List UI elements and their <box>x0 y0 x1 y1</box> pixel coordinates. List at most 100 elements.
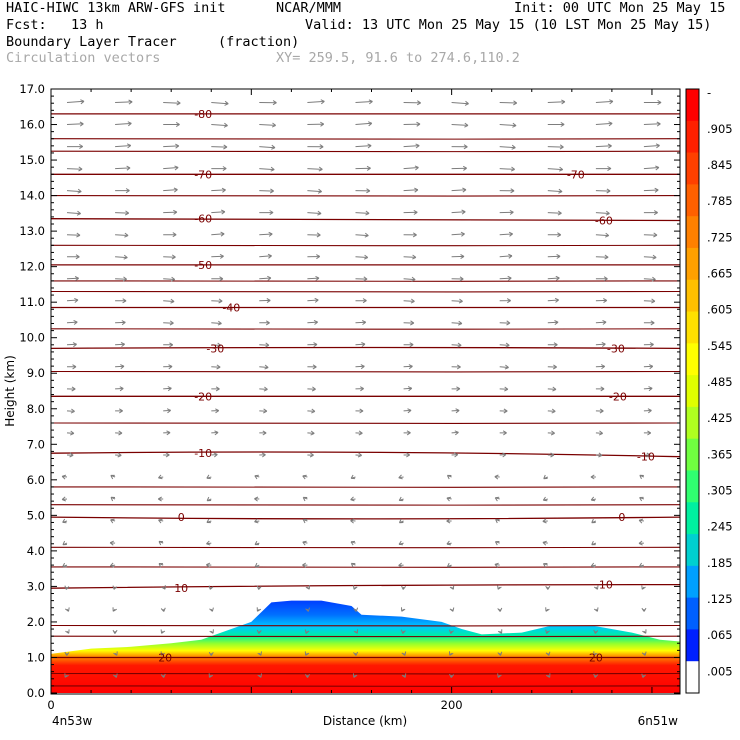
vector-arrow-124 <box>398 474 404 480</box>
vector-arrow-84 <box>350 540 356 546</box>
vector-arrow-347 <box>499 100 518 106</box>
vector-arrow-167 <box>595 408 604 414</box>
vector-arrow-251 <box>259 253 272 259</box>
colorbar-swatch <box>686 534 699 567</box>
vector-arrow-188 <box>355 364 365 370</box>
vector-arrow-350 <box>643 99 662 106</box>
vector-arrow-344 <box>355 99 373 105</box>
vector-arrow-247 <box>66 254 80 260</box>
isotherm-label: 20 <box>158 652 172 665</box>
y-tick-label: 10.0 <box>19 331 45 345</box>
vector-arrow-292 <box>355 188 371 194</box>
colorbar-label: .485 <box>707 375 733 389</box>
circulation-vectors <box>61 99 662 678</box>
colorbar-swatch <box>686 597 699 631</box>
vector-arrow-11 <box>593 673 599 678</box>
colorbar-frame <box>685 88 700 694</box>
colorbar-label: .245 <box>707 520 733 534</box>
vector-arrow-312 <box>66 143 84 150</box>
vector-arrow-76 <box>590 562 597 568</box>
vector-arrow-186 <box>259 364 269 370</box>
vector-arrow-313 <box>115 143 132 149</box>
isotherm-label: -50 <box>194 259 212 272</box>
vector-arrow-74 <box>494 562 500 568</box>
vector-arrow-26 <box>65 629 70 634</box>
vector-arrow-162 <box>355 408 364 414</box>
colorbar-swatch <box>686 406 699 440</box>
vector-arrow-299 <box>66 166 83 172</box>
vector-arrow-305 <box>355 165 371 171</box>
vector-arrow-111 <box>398 496 404 502</box>
overlay-name: Circulation vectors <box>6 50 161 66</box>
vector-arrow-237 <box>211 276 224 282</box>
vector-arrow-128 <box>590 474 596 480</box>
vector-arrow-140 <box>547 452 555 458</box>
x-start-location: 4n53w <box>52 714 93 728</box>
vector-arrow-38 <box>642 629 647 634</box>
vector-arrow-318 <box>355 143 372 149</box>
vector-arrow-330 <box>307 121 325 127</box>
vector-arrow-39 <box>64 607 70 612</box>
vector-arrow-337 <box>643 121 661 127</box>
colorbar-swatch <box>686 152 699 185</box>
vector-arrow-44 <box>305 607 310 612</box>
vector-arrow-323 <box>595 143 612 149</box>
vector-arrow-255 <box>451 254 465 260</box>
vector-arrow-77 <box>638 562 645 568</box>
x-end-location: 6n51w <box>638 714 679 728</box>
vector-arrow-121 <box>254 474 260 480</box>
vector-arrow-285 <box>643 210 658 216</box>
vector-arrow-314 <box>163 143 180 149</box>
vector-arrow-262 <box>163 232 177 238</box>
vector-arrow-159 <box>211 408 220 414</box>
vector-arrow-48 <box>497 607 503 612</box>
vector-arrow-239 <box>307 275 320 281</box>
vector-arrow-233 <box>643 298 656 304</box>
vector-arrow-81 <box>206 540 212 546</box>
vector-arrow-205 <box>547 342 558 348</box>
vector-arrow-213 <box>307 319 318 325</box>
vector-arrow-334 <box>499 122 517 128</box>
vector-arrow-185 <box>211 364 221 370</box>
vector-arrow-42 <box>209 607 214 612</box>
vector-arrow-278 <box>307 210 322 216</box>
vector-arrow-216 <box>451 320 463 326</box>
vector-arrow-134 <box>259 452 266 458</box>
y-tick-label: 9.0 <box>27 366 45 380</box>
vector-arrow-345 <box>403 100 421 106</box>
vector-arrow-264 <box>259 231 273 237</box>
colorbar-swatch <box>686 216 699 249</box>
vector-arrow-47 <box>449 607 455 612</box>
vector-arrow-52 <box>64 585 70 590</box>
contour-line-8 <box>51 422 680 425</box>
y-axis: 0.0 1.0 2.0 3.0 4.0 5.0 6.0 7.0 8.0 9.0 10.0 11.0 12… <box>19 82 680 700</box>
vector-arrow-106 <box>157 496 164 502</box>
vector-arrow-28 <box>160 629 166 634</box>
vector-arrow-103 <box>638 518 644 524</box>
colorbar-swatch <box>686 565 699 599</box>
vector-arrow-301 <box>163 165 179 171</box>
vector-arrow-86 <box>446 540 452 546</box>
vector-arrow-212 <box>259 320 270 326</box>
y-tick-label: 1.0 <box>27 650 45 664</box>
colorbar-swatch <box>686 247 699 281</box>
y-tick-label: 13.0 <box>19 224 45 238</box>
vector-arrow-326 <box>115 121 132 127</box>
vector-arrow-31 <box>304 629 310 634</box>
vector-arrow-308 <box>499 166 515 172</box>
vector-arrow-174 <box>307 386 316 392</box>
vector-arrow-214 <box>355 320 367 326</box>
vector-arrow-190 <box>451 364 461 370</box>
vector-arrow-246 <box>643 276 656 282</box>
vector-arrow-43 <box>256 607 262 612</box>
vector-arrow-340 <box>163 100 181 106</box>
vector-arrow-327 <box>163 121 180 128</box>
vector-arrow-40 <box>112 607 117 612</box>
colorbar-label: .005 <box>707 664 733 678</box>
vector-arrow-138 <box>451 452 459 458</box>
colorbar-swatch <box>686 311 699 344</box>
vector-arrow-280 <box>403 209 418 215</box>
vector-arrow-231 <box>547 297 559 303</box>
vector-arrow-168 <box>643 408 652 414</box>
vector-arrow-118 <box>110 474 116 480</box>
